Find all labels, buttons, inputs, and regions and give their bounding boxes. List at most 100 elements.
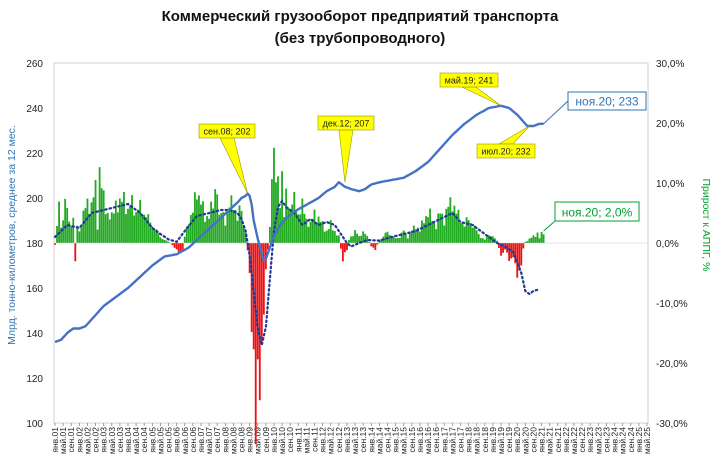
x-tick-label: сен.14 <box>382 427 392 453</box>
growth-bar <box>536 232 539 243</box>
growth-bar <box>108 219 111 243</box>
growth-bar <box>406 238 409 243</box>
growth-bar <box>305 218 308 243</box>
x-tick-label: май.14 <box>374 427 384 454</box>
growth-bar <box>394 238 397 243</box>
growth-bar <box>335 235 338 243</box>
x-tick-label: янв.20 <box>512 427 522 453</box>
growth-bar <box>356 233 358 243</box>
growth-bar <box>236 220 239 243</box>
growth-bar <box>327 229 330 243</box>
growth-bar <box>187 224 190 243</box>
growth-bar <box>331 230 334 243</box>
x-tick-label: янв.18 <box>464 427 474 453</box>
growth-bar <box>157 233 160 243</box>
growth-bar <box>307 226 310 243</box>
growth-bar <box>421 220 423 243</box>
callout-pointer <box>543 100 569 125</box>
x-tick-label: янв.17 <box>439 427 449 453</box>
x-tick-label: янв.02 <box>74 427 84 453</box>
growth-bar <box>133 215 135 243</box>
growth-bar <box>163 239 166 243</box>
callout-box <box>317 115 375 131</box>
growth-bar <box>461 222 464 243</box>
x-tick-label: май.02 <box>82 427 92 454</box>
x-tick-label: сен.13 <box>358 427 368 453</box>
growth-bar <box>181 243 184 250</box>
growth-bar <box>524 241 527 243</box>
growth-bar <box>540 231 543 243</box>
growth-bar <box>147 214 150 243</box>
callout-pointer <box>543 220 556 232</box>
growth-bar <box>315 223 318 243</box>
growth-bar <box>321 221 324 243</box>
x-tick-label: сен.10 <box>285 427 295 453</box>
growth-bar <box>218 214 221 243</box>
x-tick-label: янв.07 <box>196 427 206 453</box>
growth-bar <box>70 226 73 243</box>
x-tick-label: янв.05 <box>147 427 157 453</box>
x-tick-label: май.25 <box>642 427 652 454</box>
growth-bar <box>500 243 502 256</box>
growth-bar <box>72 217 75 243</box>
growth-bar <box>354 230 356 243</box>
growth-bar <box>216 194 219 243</box>
growth-bar <box>473 225 476 243</box>
x-tick-label: янв.16 <box>415 427 425 453</box>
growth-bar <box>534 237 537 243</box>
growth-bar <box>127 208 129 243</box>
growth-bar <box>198 195 200 243</box>
growth-bar <box>408 233 411 243</box>
growth-bar <box>256 243 259 360</box>
x-tick-label: сен.08 <box>237 427 247 453</box>
growth-bar <box>319 222 322 243</box>
growth-bar <box>380 238 383 243</box>
growth-bar <box>352 236 354 243</box>
x-tick-label: сен.02 <box>91 427 101 453</box>
growth-bar <box>56 226 58 243</box>
growth-bar <box>423 223 425 243</box>
left-tick-label: 140 <box>26 329 43 340</box>
x-tick-label: сен.17 <box>455 427 465 453</box>
growth-bar <box>414 229 417 243</box>
growth-bar <box>266 243 269 250</box>
growth-bar <box>60 227 63 243</box>
growth-bar <box>153 229 156 243</box>
x-tick-label: май.19 <box>496 427 506 454</box>
growth-bar <box>191 212 194 243</box>
growth-bar <box>366 235 369 243</box>
growth-bar <box>234 209 237 243</box>
x-tick-label: сен.09 <box>261 427 271 453</box>
growth-bar <box>463 226 466 243</box>
growth-bar <box>283 217 286 243</box>
growth-bar <box>447 206 450 243</box>
left-tick-label: 200 <box>26 194 43 205</box>
growth-bar <box>483 239 486 243</box>
growth-bar <box>538 238 541 243</box>
growth-bar <box>441 213 444 243</box>
growth-bar <box>528 238 531 243</box>
growth-bar <box>350 236 352 243</box>
left-tick-label: 260 <box>26 59 43 70</box>
left-tick-label: 120 <box>26 374 43 385</box>
growth-bar <box>92 197 95 243</box>
growth-bar <box>542 234 545 243</box>
growth-bar <box>449 197 452 243</box>
growth-bar <box>485 236 488 243</box>
growth-bar <box>208 218 211 243</box>
callout-pointer <box>461 86 502 107</box>
growth-bar <box>143 214 146 243</box>
growth-bar <box>370 243 373 247</box>
growth-bar <box>301 198 304 243</box>
growth-bar <box>151 226 154 243</box>
x-tick-label: май.23 <box>593 427 603 454</box>
x-tick-label: сен.15 <box>407 427 417 453</box>
x-tick-label: май.08 <box>228 427 238 454</box>
x-tick-label: май.03 <box>107 427 117 454</box>
x-tick-label: сен.12 <box>334 427 344 453</box>
x-tick-label: май.09 <box>253 427 263 454</box>
growth-bar <box>230 195 233 243</box>
growth-bar <box>374 243 377 250</box>
growth-bar <box>341 243 344 262</box>
x-tick-label: сен.22 <box>577 427 587 453</box>
